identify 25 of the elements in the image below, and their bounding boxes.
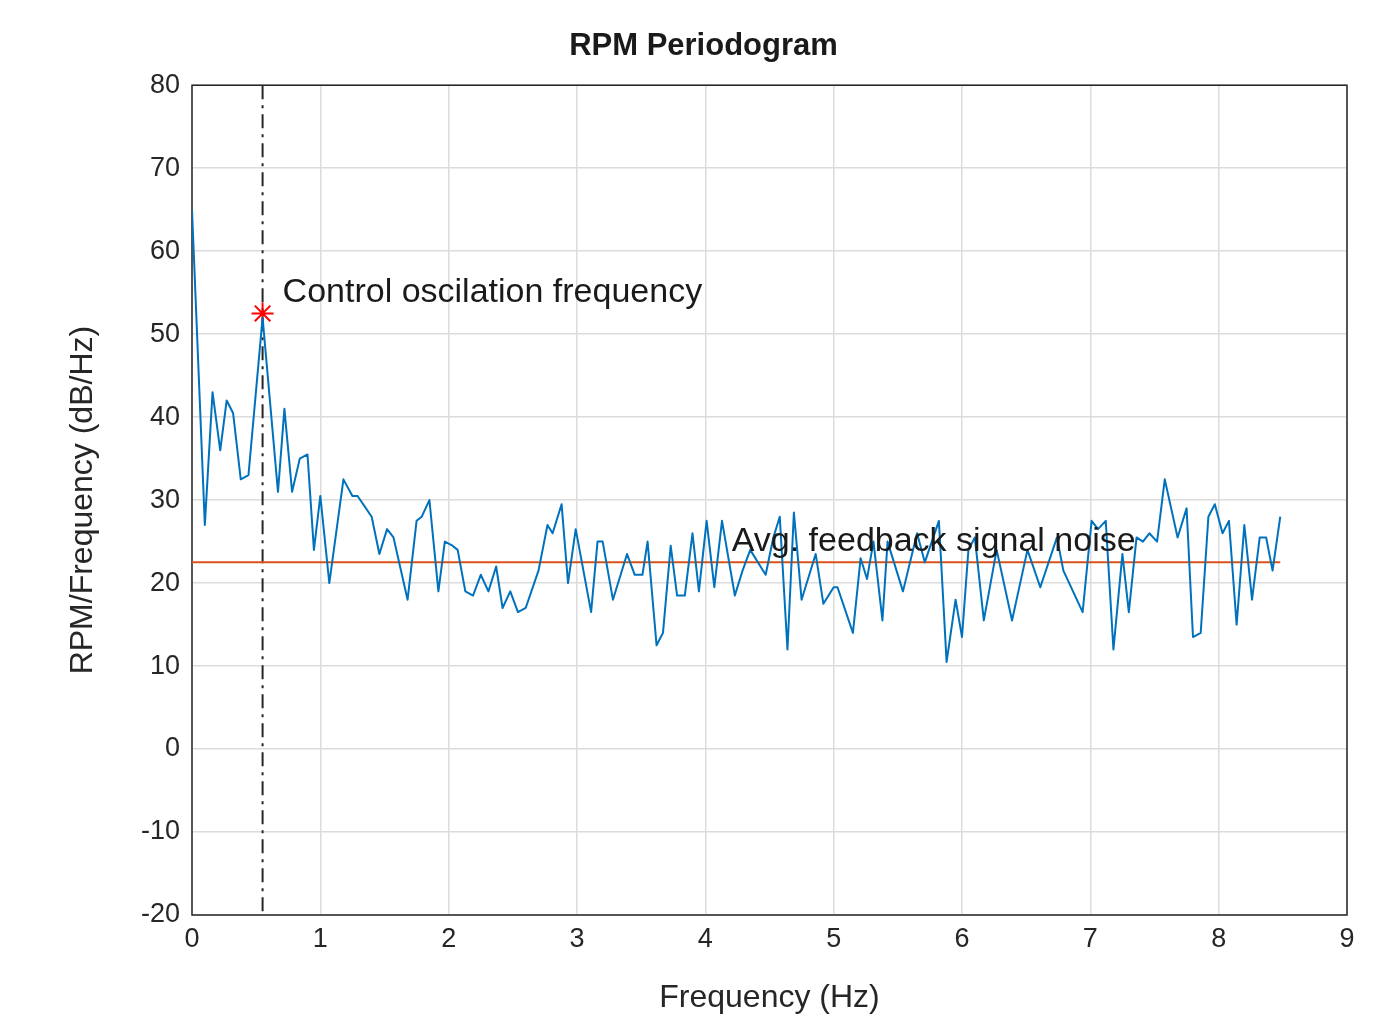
x-tick-label: 8 (1211, 922, 1227, 953)
y-tick-label: -10 (140, 815, 180, 846)
y-axis-title: RPM/Frequency (dB/Hz) (63, 325, 100, 675)
x-tick-label: 6 (954, 922, 970, 953)
x-tick-label: 7 (1082, 922, 1098, 953)
x-axis-title: Frequency (Hz) (659, 977, 880, 1014)
y-tick-label: 60 (149, 234, 180, 265)
x-tick-label: 0 (184, 922, 200, 953)
annotation: Control oscilation frequency (282, 270, 703, 309)
x-tick-label: 1 (312, 922, 328, 953)
y-tick-label: 0 (164, 732, 180, 763)
y-tick-label: 70 (149, 151, 180, 182)
chart-title: RPM Periodogram (569, 27, 838, 63)
x-tick-label: 4 (697, 922, 713, 953)
y-tick-label: -20 (140, 898, 180, 929)
x-tick-label: 2 (441, 922, 457, 953)
x-tick-label: 3 (569, 922, 585, 953)
y-tick-label: 10 (149, 649, 180, 680)
y-tick-label: 80 (149, 68, 180, 99)
x-tick-label: 9 (1339, 922, 1355, 953)
x-tick-label: 5 (826, 922, 842, 953)
y-tick-label: 30 (149, 483, 180, 514)
y-tick-label: 50 (149, 317, 180, 348)
y-tick-label: 40 (149, 400, 180, 431)
y-tick-label: 20 (149, 566, 180, 597)
